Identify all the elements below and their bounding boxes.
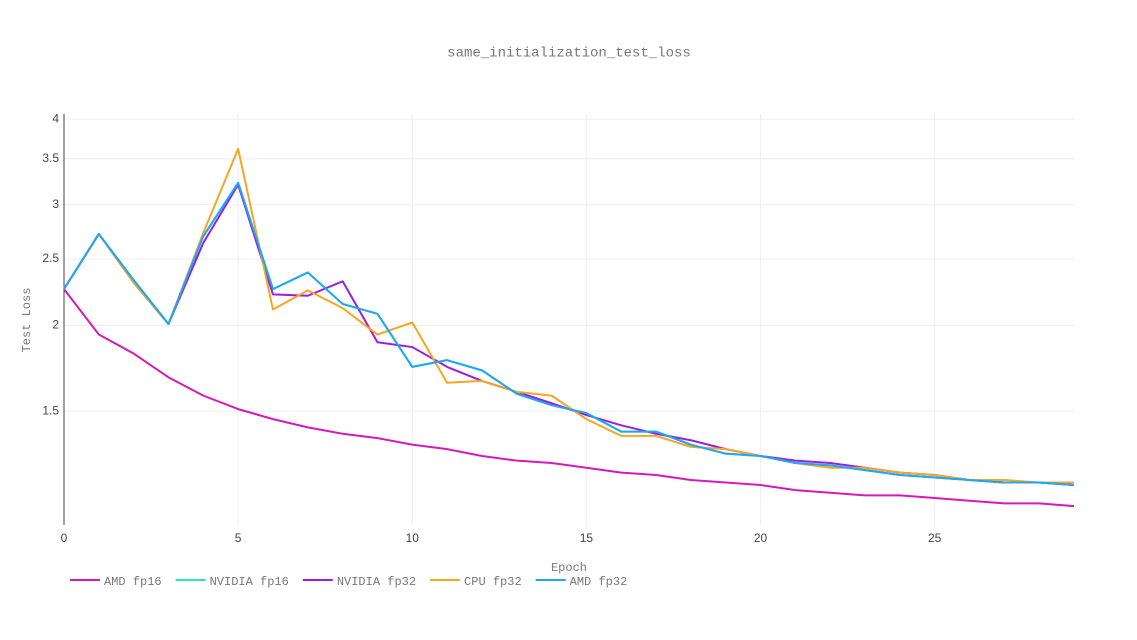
legend-label: AMD fp32 [570,575,628,589]
x-tick-label: 5 [235,531,242,545]
y-axis-label: Test Loss [20,288,34,353]
data-line [63,181,1075,487]
data-line [63,181,1075,487]
y-tick-label: 4 [52,111,59,125]
chart-title: same_initialization_test_loss [447,46,691,62]
y-tick-label: 3 [52,197,59,211]
x-tick-label: 25 [928,531,942,545]
y-tick-label: 1.5 [42,403,59,417]
x-tick-label: 15 [580,531,594,545]
legend-label: NVIDIA fp32 [337,575,416,589]
x-tick-label: 20 [754,531,768,545]
legend-label: CPU fp32 [464,575,522,589]
y-tick-label: 2.5 [42,251,59,265]
data-line [63,183,1075,487]
legend-label: NVIDIA fp16 [210,575,289,589]
x-tick-label: 10 [406,531,420,545]
x-tick-label: 0 [61,531,68,545]
legend-label: AMD fp16 [104,575,162,589]
data-line [63,147,1074,484]
y-tick-label: 3.5 [42,151,59,165]
y-tick-label: 2 [52,318,59,332]
data-line [63,288,1075,508]
x-axis-label: Epoch [551,561,587,575]
